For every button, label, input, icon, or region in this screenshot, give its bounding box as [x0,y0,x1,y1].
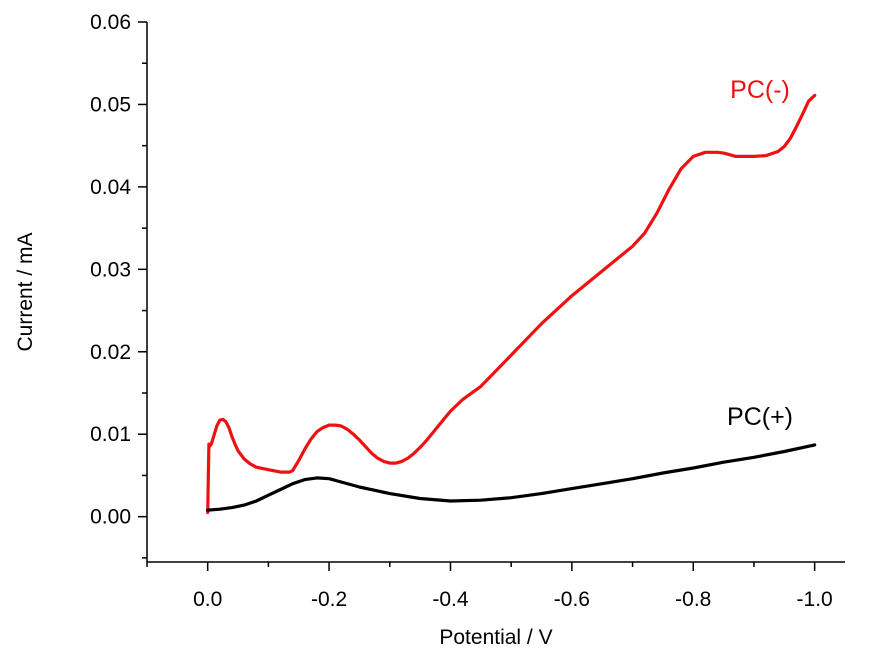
x-tick-label: -0.6 [554,588,590,611]
y-tick-label: 0.05 [90,93,131,116]
x-tick-label: -0.4 [432,588,469,611]
series-line-pc- [206,93,817,515]
series-annotation: PC(+) [727,403,793,431]
y-tick-label: 0.00 [90,506,131,529]
y-tick-label: 0.04 [90,176,131,199]
x-tick-label: -0.2 [311,588,347,611]
y-axis-label: Current / mA [14,232,37,351]
x-tick-label: -0.8 [675,588,711,611]
y-tick-label: 0.02 [90,341,131,364]
ticks: 0.00 0.01 0.02 0.03 0.04 0.05 0.06 0.0 -0.2 -0.4 -… [90,11,833,611]
series: PC(-) PC(+) [206,76,817,515]
x-tick-label: -1.0 [797,588,833,611]
y-tick-label: 0.01 [90,423,131,446]
x-axis-label: Potential / V [439,626,552,649]
series-line-pc- [206,443,817,512]
axes [146,22,845,563]
y-tick-label: 0.06 [90,11,131,34]
labels: Potential / V Current / mA [14,232,553,649]
x-tick-label: 0.0 [193,588,222,611]
series-annotation: PC(-) [730,76,790,104]
y-tick-label: 0.03 [90,258,131,281]
